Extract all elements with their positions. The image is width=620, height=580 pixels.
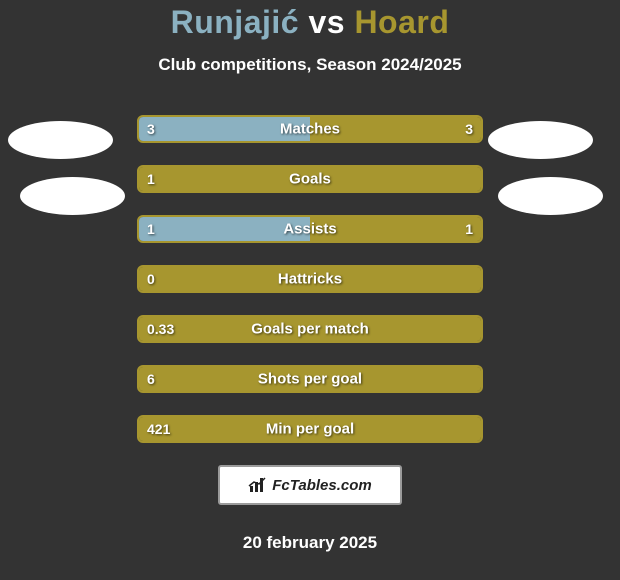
title-vs: vs (308, 4, 345, 40)
bar-label: Assists (139, 221, 481, 238)
subtitle: Club competitions, Season 2024/2025 (0, 55, 620, 75)
avatar-placeholder (488, 121, 593, 159)
watermark: FcTables.com (218, 465, 402, 505)
stat-bar: 0 Hattricks (137, 265, 483, 293)
bar-label: Matches (139, 121, 481, 138)
logo-placeholder (498, 177, 603, 215)
logo-placeholder (20, 177, 125, 215)
stat-bar: 3 Matches 3 (137, 115, 483, 143)
chart-icon (248, 476, 268, 494)
bar-label: Min per goal (139, 421, 481, 438)
stat-bar: 0.33 Goals per match (137, 315, 483, 343)
page-root: Runjajić vs Hoard Club competitions, Sea… (0, 4, 620, 580)
stat-bars: 3 Matches 3 1 Goals 1 Assists 1 0 Hattri… (137, 115, 483, 443)
title-player1: Runjajić (171, 4, 299, 40)
avatar-placeholder (8, 121, 113, 159)
stat-bar: 1 Goals (137, 165, 483, 193)
bar-value-right: 1 (465, 221, 473, 237)
bar-label: Hattricks (139, 271, 481, 288)
bar-label: Goals per match (139, 321, 481, 338)
watermark-text: FcTables.com (272, 477, 371, 494)
stat-bar: 6 Shots per goal (137, 365, 483, 393)
bar-label: Shots per goal (139, 371, 481, 388)
page-title: Runjajić vs Hoard (0, 4, 620, 41)
stat-bar: 421 Min per goal (137, 415, 483, 443)
title-player2: Hoard (354, 4, 449, 40)
date: 20 february 2025 (0, 533, 620, 553)
bar-label: Goals (139, 171, 481, 188)
stat-bar: 1 Assists 1 (137, 215, 483, 243)
bar-value-right: 3 (465, 121, 473, 137)
